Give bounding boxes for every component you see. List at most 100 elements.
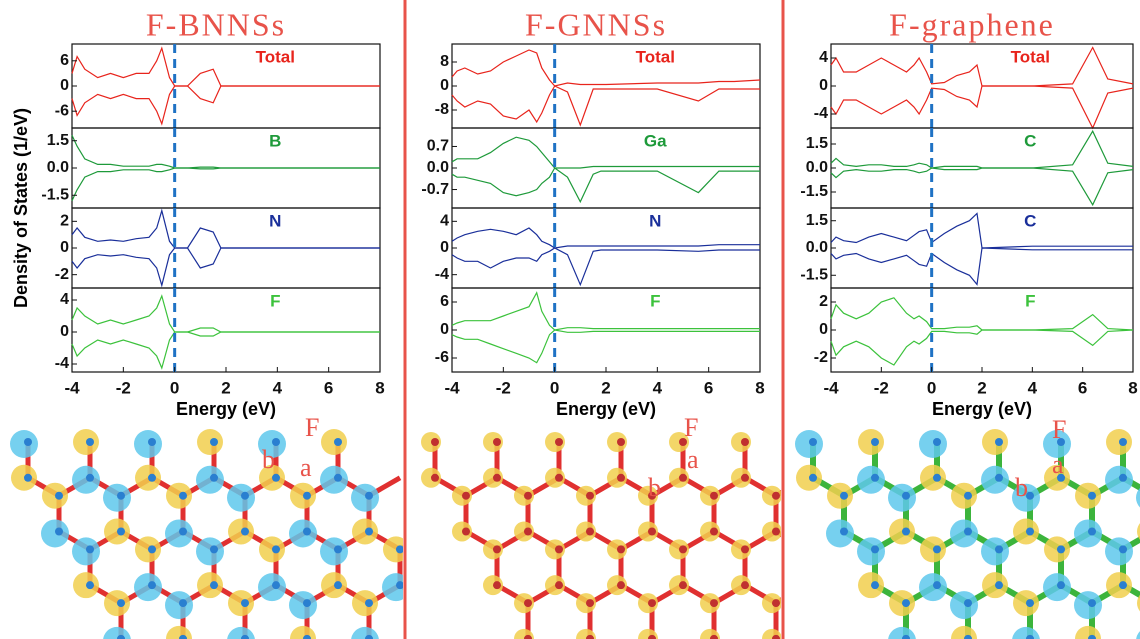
atom bbox=[902, 492, 910, 500]
atom bbox=[679, 581, 687, 589]
iso-blue bbox=[950, 591, 978, 619]
atom bbox=[1088, 599, 1096, 607]
x-tick-label: 0 bbox=[550, 378, 559, 397]
atom bbox=[1026, 527, 1034, 535]
atom bbox=[1119, 438, 1127, 446]
atom bbox=[617, 545, 625, 553]
iso-blue bbox=[857, 466, 885, 494]
iso-blue bbox=[289, 519, 317, 547]
atom bbox=[303, 492, 311, 500]
y-tick-label: -4 bbox=[435, 266, 449, 283]
bond bbox=[431, 585, 462, 603]
atom bbox=[86, 438, 94, 446]
iso-blue bbox=[857, 537, 885, 565]
atom bbox=[710, 492, 718, 500]
iso-yellow bbox=[414, 626, 440, 639]
series-label: Total bbox=[1011, 47, 1050, 66]
atom bbox=[303, 599, 311, 607]
atom bbox=[365, 599, 373, 607]
atom bbox=[995, 545, 1003, 553]
y-axis-label: Density of States (1/eV) bbox=[11, 108, 31, 308]
atom bbox=[995, 581, 1003, 589]
atom bbox=[396, 545, 404, 553]
structure-label: b bbox=[648, 473, 661, 502]
dos-curve bbox=[831, 330, 1133, 365]
dos-curve bbox=[452, 86, 760, 125]
atom bbox=[1026, 599, 1034, 607]
lattice bbox=[421, 432, 869, 639]
dos-curve bbox=[72, 168, 380, 201]
structure-label: F bbox=[1052, 415, 1066, 444]
x-tick-label: -2 bbox=[874, 378, 889, 397]
iso-blue bbox=[919, 573, 947, 601]
y-tick-label: 0.0 bbox=[806, 159, 828, 176]
atom bbox=[117, 599, 125, 607]
atom bbox=[772, 492, 780, 500]
atom bbox=[462, 527, 470, 535]
iso-blue bbox=[227, 627, 255, 639]
atom bbox=[741, 545, 749, 553]
atom bbox=[396, 581, 404, 589]
dos-curve bbox=[831, 131, 1133, 168]
dos-curve bbox=[72, 211, 380, 248]
atom bbox=[902, 527, 910, 535]
atom bbox=[1119, 474, 1127, 482]
atom bbox=[334, 581, 342, 589]
atom bbox=[334, 474, 342, 482]
atom bbox=[964, 527, 972, 535]
atom bbox=[741, 438, 749, 446]
iso-blue bbox=[351, 484, 379, 512]
atom bbox=[803, 581, 811, 589]
atom bbox=[179, 527, 187, 535]
atom bbox=[710, 599, 718, 607]
y-tick-label: -6 bbox=[55, 102, 69, 119]
lattice bbox=[795, 429, 1140, 639]
panel-title: F-GNNSs bbox=[525, 6, 667, 42]
panel-title: F-graphene bbox=[889, 6, 1055, 42]
structure-label: a bbox=[687, 445, 699, 474]
atom bbox=[365, 492, 373, 500]
atom bbox=[86, 581, 94, 589]
atom bbox=[555, 474, 563, 482]
y-tick-label: 0.0 bbox=[47, 159, 69, 176]
atom bbox=[148, 474, 156, 482]
x-tick-label: 2 bbox=[221, 378, 230, 397]
iso-blue bbox=[888, 627, 916, 639]
iso-yellow bbox=[793, 575, 813, 595]
atom bbox=[462, 492, 470, 500]
iso-blue bbox=[919, 430, 947, 458]
atom bbox=[334, 438, 342, 446]
atom bbox=[586, 599, 594, 607]
structure-label: a bbox=[300, 453, 312, 482]
structure-label: b bbox=[262, 445, 275, 474]
y-tick-label: -1.5 bbox=[800, 266, 828, 283]
atom bbox=[710, 527, 718, 535]
iso-yellow bbox=[793, 539, 813, 559]
dos-curve bbox=[452, 50, 760, 86]
dos-curve bbox=[452, 228, 760, 248]
atom bbox=[24, 474, 32, 482]
atom bbox=[617, 474, 625, 482]
iso-blue bbox=[196, 466, 224, 494]
x-axis-label: Energy (eV) bbox=[556, 399, 656, 419]
x-tick-label: 0 bbox=[927, 378, 936, 397]
y-tick-label: 0.7 bbox=[427, 138, 449, 155]
dos-curve bbox=[72, 135, 380, 168]
atom bbox=[117, 492, 125, 500]
x-tick-label: -2 bbox=[496, 378, 511, 397]
atom bbox=[179, 492, 187, 500]
iso-yellow bbox=[166, 626, 192, 639]
y-tick-label: 1.5 bbox=[806, 135, 828, 152]
atom bbox=[493, 581, 501, 589]
atom bbox=[555, 545, 563, 553]
plot-frame bbox=[72, 288, 380, 372]
structure-label: b bbox=[1015, 473, 1028, 502]
atom bbox=[809, 474, 817, 482]
y-tick-label: -8 bbox=[435, 101, 449, 118]
y-tick-label: -2 bbox=[814, 349, 828, 366]
atom bbox=[24, 438, 32, 446]
atom bbox=[272, 581, 280, 589]
atom bbox=[871, 474, 879, 482]
atom bbox=[933, 474, 941, 482]
atom bbox=[741, 581, 749, 589]
